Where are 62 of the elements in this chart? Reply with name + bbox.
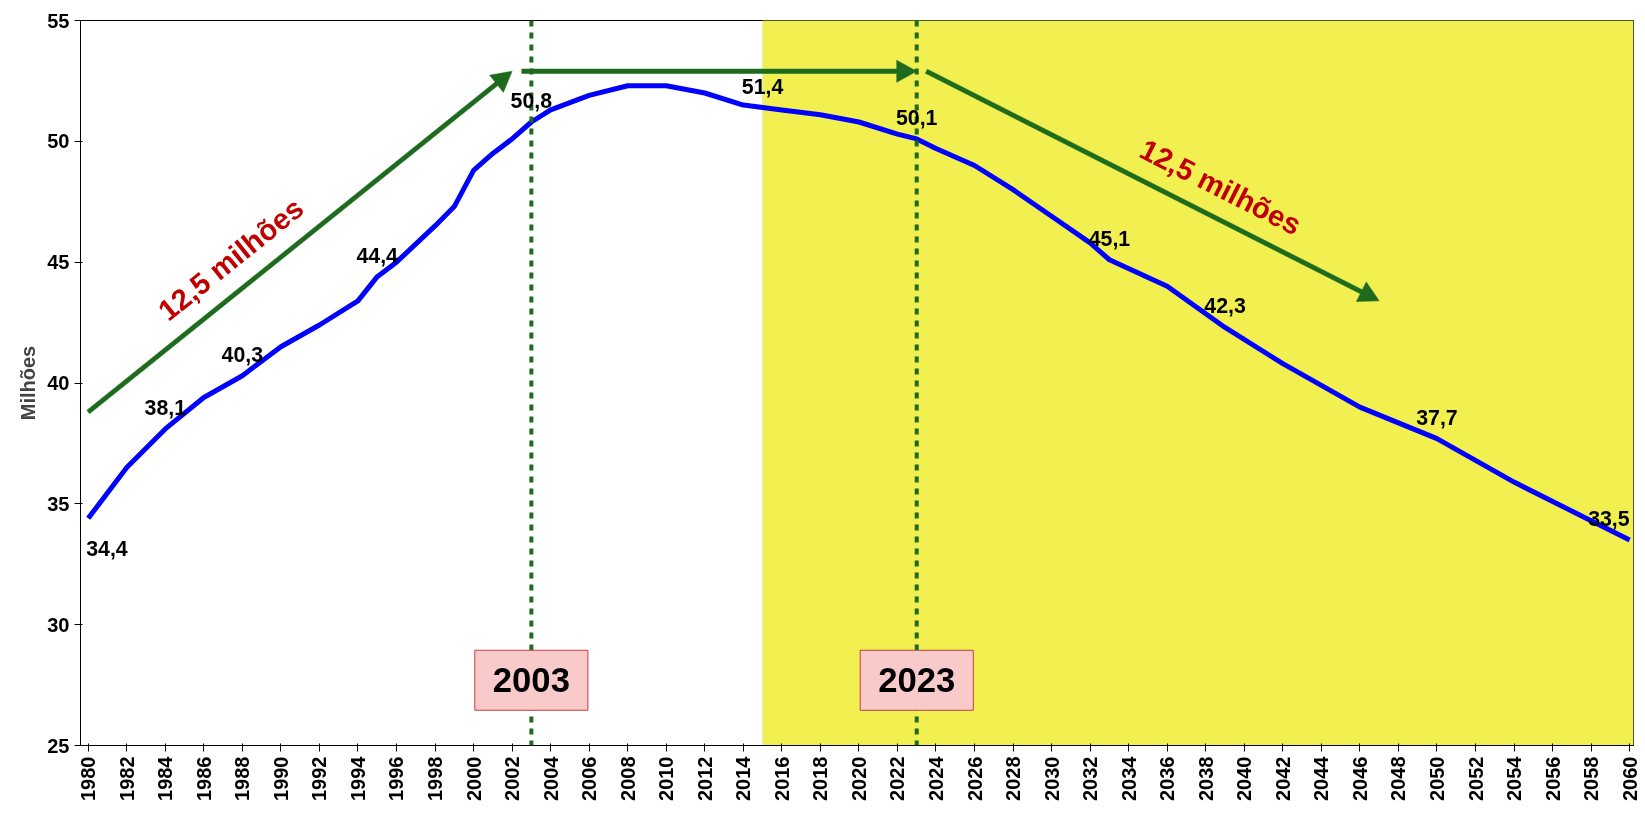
x-tick-label: 2050 [1425, 756, 1448, 801]
y-tick-label: 35 [47, 492, 70, 515]
x-tick-label: 1990 [269, 756, 292, 801]
ref-line-label: 2023 [878, 661, 956, 700]
x-tick-label: 2048 [1387, 756, 1410, 801]
data-label: 34,4 [86, 536, 128, 561]
x-tick-label: 2014 [732, 755, 755, 801]
data-label: 44,4 [356, 243, 399, 268]
x-tick-label: 2044 [1310, 755, 1333, 801]
x-tick-label: 2042 [1271, 756, 1294, 801]
x-tick-label: 1992 [308, 756, 331, 801]
x-tick-label: 2046 [1348, 756, 1371, 801]
data-label: 50,8 [510, 89, 553, 113]
x-tick-label: 2034 [1117, 755, 1140, 801]
x-tick-label: 2058 [1580, 756, 1603, 801]
y-tick-label: 40 [47, 372, 70, 394]
x-tick-label: 2020 [847, 756, 870, 801]
y-tick-label: 45 [47, 251, 70, 274]
x-tick-label: 2060 [1618, 756, 1641, 801]
x-tick-label: 2032 [1079, 756, 1102, 801]
x-tick-label: 1982 [115, 756, 138, 801]
x-tick-label: 1984 [154, 755, 177, 801]
x-tick-label: 2030 [1040, 756, 1063, 801]
x-tick-label: 2018 [809, 756, 832, 801]
x-tick-label: 2010 [655, 756, 678, 801]
x-tick-label: 2028 [1002, 756, 1025, 801]
data-label: 33,5 [1588, 507, 1630, 532]
data-label: 37,7 [1416, 405, 1458, 430]
x-tick-label: 1988 [231, 756, 254, 801]
x-tick-label: 2022 [886, 756, 909, 801]
ref-line-label: 2003 [492, 661, 570, 700]
x-tick-label: 2012 [693, 756, 716, 801]
data-label: 50,1 [895, 105, 938, 130]
x-tick-label: 1998 [424, 756, 447, 801]
x-tick-label: 2026 [963, 756, 986, 801]
x-tick-label: 1980 [77, 756, 100, 801]
y-tick-label: 50 [47, 130, 70, 153]
x-tick-label: 2006 [578, 756, 601, 801]
y-tick-label: 25 [47, 734, 70, 757]
data-label: 38,1 [144, 395, 187, 420]
data-label: 40,3 [221, 342, 264, 367]
x-tick-label: 2004 [539, 755, 562, 801]
x-tick-label: 2008 [616, 756, 639, 801]
x-tick-label: 1996 [385, 756, 408, 801]
x-tick-label: 2002 [501, 756, 524, 801]
y-tick-label: 55 [47, 9, 70, 32]
data-label: 45,1 [1088, 226, 1131, 251]
x-tick-label: 2016 [770, 756, 793, 801]
x-tick-label: 2036 [1156, 756, 1179, 801]
x-tick-label: 2054 [1503, 755, 1526, 801]
x-tick-label: 2056 [1541, 756, 1564, 801]
x-tick-label: 1994 [346, 755, 369, 801]
y-axis-title: Milhões [17, 345, 40, 421]
x-tick-label: 1986 [192, 756, 215, 801]
x-tick-label: 2000 [462, 756, 485, 801]
data-label: 42,3 [1204, 294, 1246, 319]
x-tick-label: 2024 [925, 755, 947, 801]
x-tick-label: 2038 [1194, 756, 1217, 801]
y-tick-label: 30 [47, 613, 70, 636]
x-tick-label: 2052 [1464, 756, 1487, 801]
x-tick-label: 2040 [1233, 756, 1256, 801]
data-label: 51,4 [741, 74, 784, 99]
